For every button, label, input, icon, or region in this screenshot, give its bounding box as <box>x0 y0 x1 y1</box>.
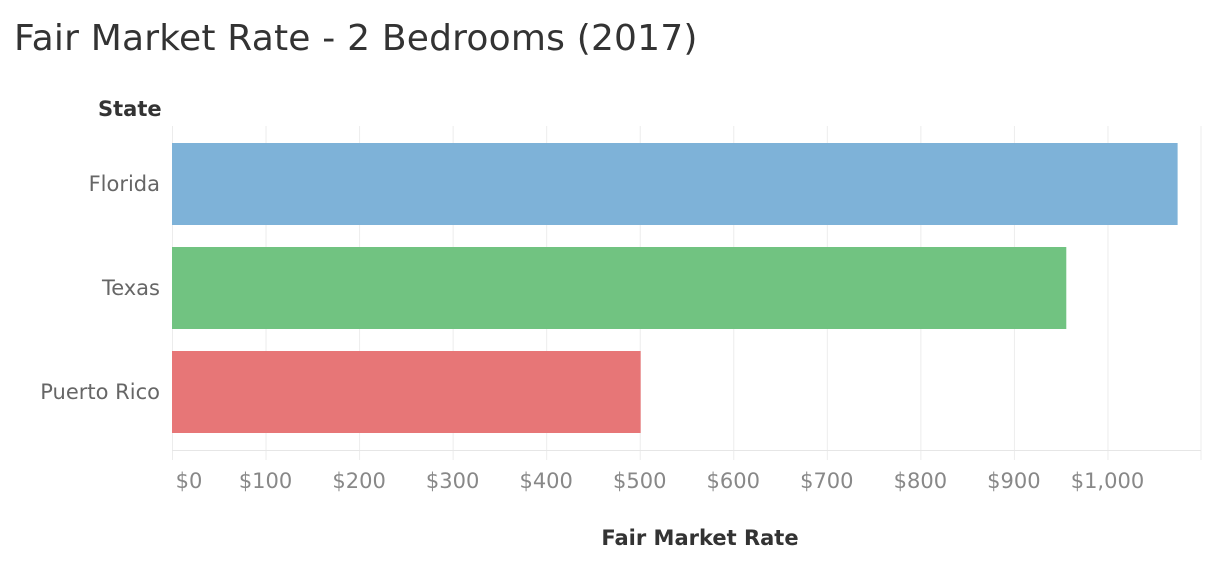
tick-label: $1,000 <box>1071 469 1144 493</box>
tick-label: $700 <box>800 469 853 493</box>
category-label: Florida <box>89 172 160 196</box>
tick-label: $300 <box>426 469 479 493</box>
tick-label: $800 <box>894 469 947 493</box>
bar <box>172 247 1067 329</box>
tick-label: $600 <box>707 469 760 493</box>
tick-label: $400 <box>519 469 572 493</box>
row-header: State <box>98 97 162 121</box>
tick-label: $0 <box>176 469 203 493</box>
tick-label: $900 <box>987 469 1040 493</box>
category-label: Texas <box>101 276 160 300</box>
bars <box>172 143 1178 433</box>
tick-label: $100 <box>239 469 292 493</box>
category-labels: Florida Texas Puerto Rico <box>40 172 160 404</box>
category-label: Puerto Rico <box>40 380 160 404</box>
bar <box>172 351 641 433</box>
tick-label: $200 <box>332 469 385 493</box>
x-axis-title: Fair Market Rate <box>601 526 798 550</box>
tick-labels: $0 $100 $200 $300 $400 $500 $600 $700 $800 $900 $1… <box>176 469 1145 493</box>
bar <box>172 143 1178 225</box>
chart-title: Fair Market Rate - 2 Bedrooms (2017) <box>14 18 698 59</box>
tick-label: $500 <box>613 469 666 493</box>
